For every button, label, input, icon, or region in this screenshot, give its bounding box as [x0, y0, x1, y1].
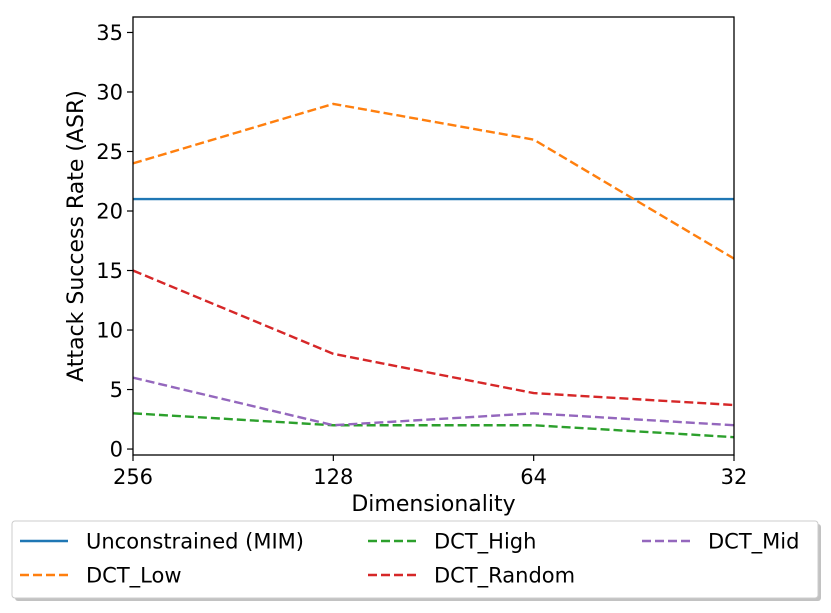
y-tick-label: 30 [96, 80, 123, 104]
x-tick-label: 256 [113, 465, 153, 489]
plot-frame [132, 16, 735, 456]
series-layer [133, 102, 734, 439]
series-line-dct-random [133, 269, 734, 407]
y-tick-label: 10 [96, 319, 123, 343]
x-tick-label: 32 [721, 465, 748, 489]
y-tick-label: 15 [96, 259, 123, 283]
legend-box [11, 520, 819, 599]
y-tick-label: 0 [110, 438, 123, 462]
y-tick-label: 5 [110, 378, 123, 402]
legend-label: DCT_Low [86, 564, 182, 589]
x-axis: 256 128 64 32 [113, 455, 747, 489]
y-axis-label: Attack Success Rate (ASR) [64, 90, 89, 382]
x-axis-label: Dimensionality [351, 492, 515, 517]
y-tick-label: 25 [96, 140, 123, 164]
x-tick-label: 128 [313, 465, 353, 489]
series-line-dct-low [133, 102, 734, 260]
y-tick-label: 20 [96, 200, 123, 224]
legend-label: Unconstrained (MIM) [86, 530, 304, 554]
y-tick-label: 35 [96, 21, 123, 45]
series-line-dct-mid [133, 376, 734, 427]
legend-label: DCT_Random [434, 564, 575, 589]
y-axis: 0 5 10 15 20 25 30 35 [96, 21, 133, 462]
series-line-dct-high [133, 412, 734, 439]
legend-label: DCT_Mid [708, 530, 799, 555]
legend: Unconstrained (MIM) DCT_Low DCT_High DCT_Ra… [11, 520, 821, 601]
x-tick-label: 64 [520, 465, 547, 489]
legend-label: DCT_High [434, 530, 536, 555]
